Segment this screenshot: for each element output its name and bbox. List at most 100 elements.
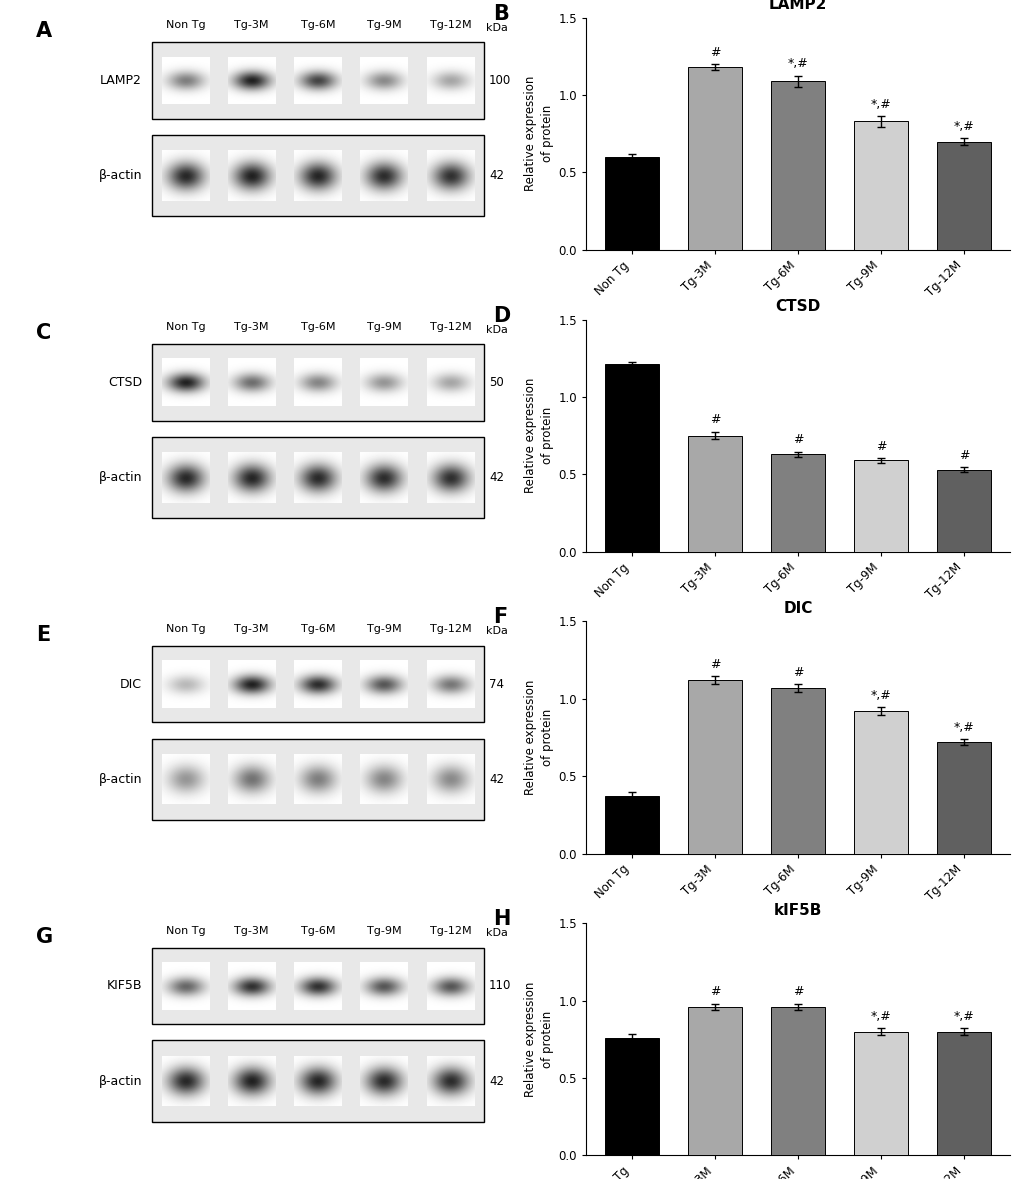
Text: *,#: *,# [953, 120, 973, 133]
Text: *,#: *,# [870, 98, 891, 111]
Text: *,#: *,# [953, 720, 973, 733]
Text: DIC: DIC [120, 678, 142, 691]
Bar [853, 1032, 907, 1155]
Text: 50: 50 [488, 376, 503, 389]
Bar [152, 738, 483, 819]
Text: *,#: *,# [953, 1010, 973, 1023]
Y-axis label: Relative expression
of protein: Relative expression of protein [524, 680, 553, 795]
Bar [604, 157, 658, 250]
Text: Tg-12M: Tg-12M [429, 322, 471, 332]
Text: 42: 42 [488, 772, 503, 785]
Bar [152, 134, 483, 216]
Text: Tg-3M: Tg-3M [234, 926, 269, 936]
Text: #: # [709, 414, 719, 427]
Text: kDa: kDa [486, 22, 507, 33]
Bar [936, 469, 990, 552]
Text: *,#: *,# [870, 689, 891, 702]
Bar [687, 435, 741, 552]
Text: LAMP2: LAMP2 [100, 74, 142, 87]
Text: β-actin: β-actin [99, 470, 142, 483]
Text: #: # [709, 46, 719, 59]
Text: kDa: kDa [486, 928, 507, 938]
Text: #: # [958, 449, 968, 462]
Text: 110: 110 [488, 980, 511, 993]
Y-axis label: Relative expression
of protein: Relative expression of protein [524, 77, 553, 191]
Bar [853, 121, 907, 250]
Text: Tg-3M: Tg-3M [234, 624, 269, 634]
Bar [152, 42, 483, 119]
Bar [152, 436, 483, 518]
Y-axis label: Relative expression
of protein: Relative expression of protein [524, 982, 553, 1096]
Bar [770, 81, 824, 250]
Text: 100: 100 [488, 74, 511, 87]
Text: β-actin: β-actin [99, 169, 142, 182]
Text: Tg-6M: Tg-6M [301, 322, 335, 332]
Text: Non Tg: Non Tg [165, 322, 205, 332]
Text: CTSD: CTSD [108, 376, 142, 389]
Text: #: # [792, 434, 802, 447]
Title: CTSD: CTSD [774, 299, 819, 314]
Text: KIF5B: KIF5B [106, 980, 142, 993]
Text: Tg-6M: Tg-6M [301, 20, 335, 31]
Text: #: # [875, 440, 886, 453]
Bar [936, 141, 990, 250]
Text: Tg-9M: Tg-9M [367, 926, 401, 936]
Text: Tg-12M: Tg-12M [429, 624, 471, 634]
Text: #: # [709, 986, 719, 999]
Text: Tg-3M: Tg-3M [234, 20, 269, 31]
Text: kDa: kDa [486, 324, 507, 335]
Text: *,#: *,# [787, 58, 807, 71]
Title: DIC: DIC [783, 601, 812, 617]
Bar [604, 796, 658, 854]
Bar [853, 711, 907, 854]
Text: H: H [492, 909, 510, 929]
Y-axis label: Relative expression
of protein: Relative expression of protein [524, 378, 553, 493]
Text: Tg-3M: Tg-3M [234, 322, 269, 332]
Text: A: A [36, 21, 52, 41]
Text: Tg-12M: Tg-12M [429, 20, 471, 31]
Text: G: G [36, 927, 53, 947]
Text: C: C [36, 323, 51, 343]
Bar [853, 460, 907, 552]
Bar [770, 687, 824, 854]
Text: #: # [792, 666, 802, 679]
Text: 74: 74 [488, 678, 503, 691]
Text: β-actin: β-actin [99, 772, 142, 785]
Text: Tg-12M: Tg-12M [429, 926, 471, 936]
Bar [687, 680, 741, 854]
Text: 42: 42 [488, 470, 503, 483]
Bar [152, 646, 483, 723]
Bar [152, 948, 483, 1025]
Bar [604, 364, 658, 552]
Bar [152, 344, 483, 421]
Text: Tg-9M: Tg-9M [367, 322, 401, 332]
Bar [152, 1041, 483, 1121]
Text: Non Tg: Non Tg [165, 926, 205, 936]
Text: Non Tg: Non Tg [165, 624, 205, 634]
Text: #: # [709, 658, 719, 671]
Text: D: D [492, 305, 510, 325]
Bar [936, 1032, 990, 1155]
Bar [604, 1038, 658, 1155]
Bar [687, 67, 741, 250]
Title: LAMP2: LAMP2 [768, 0, 826, 12]
Text: Tg-6M: Tg-6M [301, 926, 335, 936]
Text: *,#: *,# [870, 1010, 891, 1023]
Text: Tg-9M: Tg-9M [367, 624, 401, 634]
Text: 42: 42 [488, 169, 503, 182]
Text: E: E [36, 625, 50, 645]
Text: #: # [792, 986, 802, 999]
Title: kIF5B: kIF5B [773, 903, 821, 918]
Bar [687, 1007, 741, 1155]
Text: B: B [492, 4, 508, 24]
Bar [936, 742, 990, 854]
Text: Tg-9M: Tg-9M [367, 20, 401, 31]
Bar [770, 454, 824, 552]
Bar [770, 1007, 824, 1155]
Text: 42: 42 [488, 1074, 503, 1087]
Text: kDa: kDa [486, 626, 507, 637]
Text: Non Tg: Non Tg [165, 20, 205, 31]
Text: Tg-6M: Tg-6M [301, 624, 335, 634]
Text: β-actin: β-actin [99, 1074, 142, 1087]
Text: F: F [492, 607, 506, 627]
